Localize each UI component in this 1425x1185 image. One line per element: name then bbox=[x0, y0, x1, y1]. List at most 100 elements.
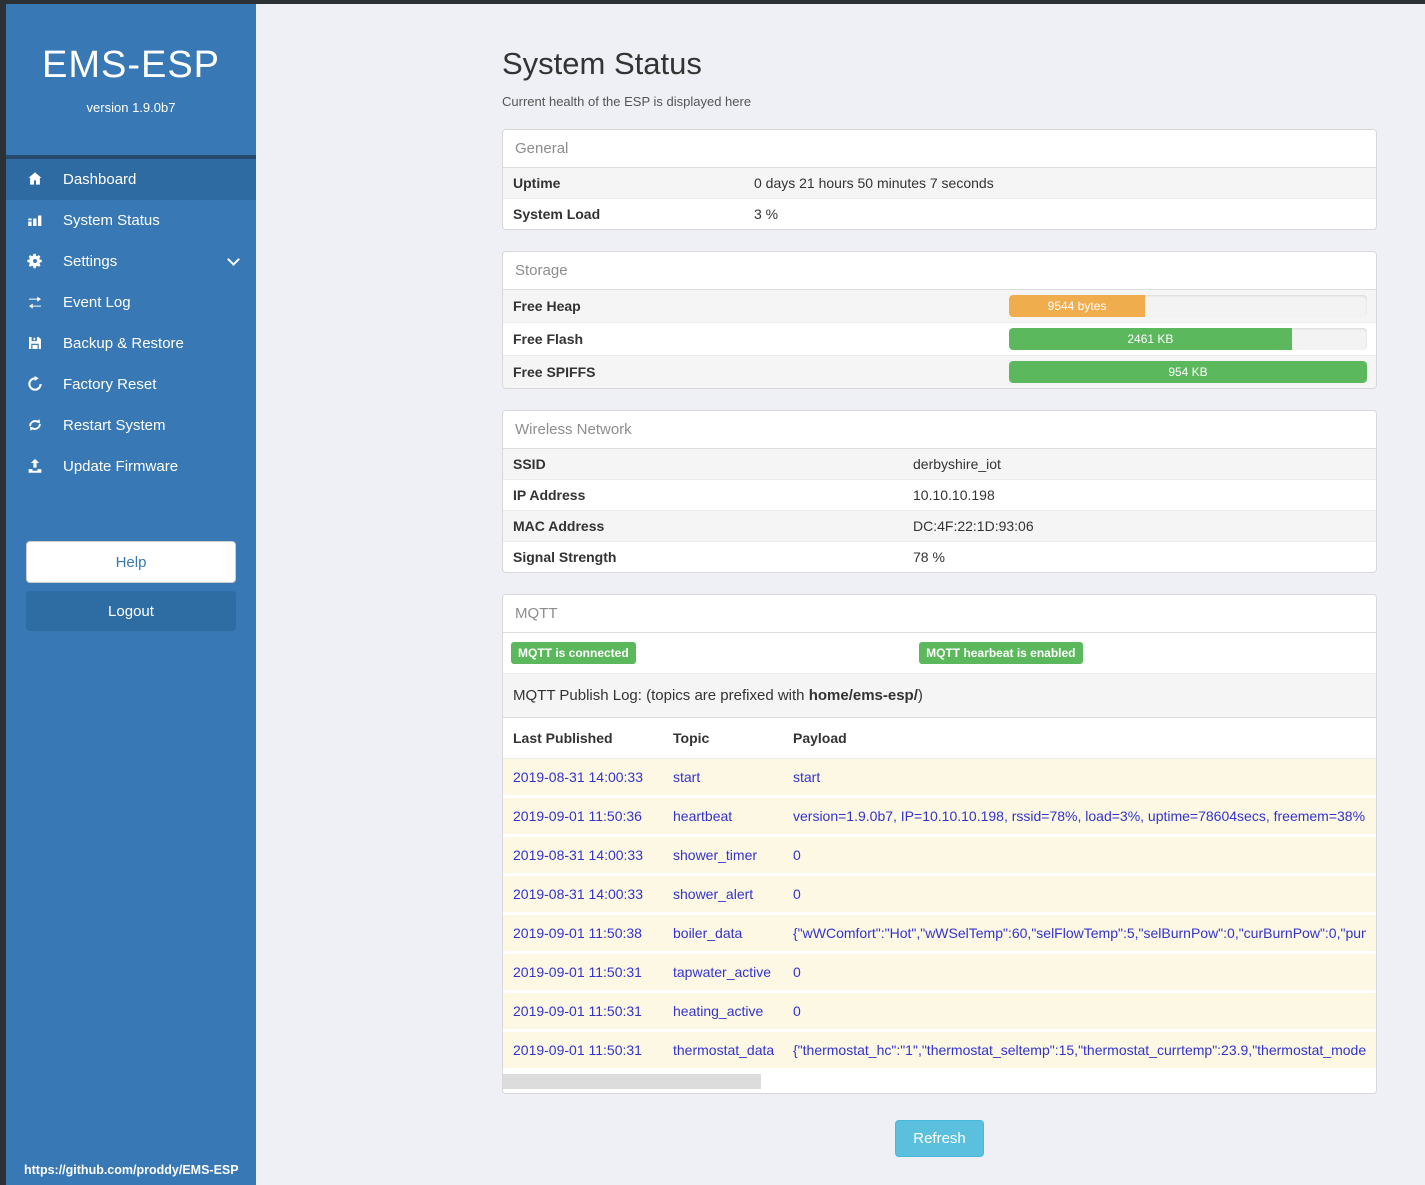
log-timestamp: 2019-09-01 11:50:31 bbox=[513, 1003, 642, 1019]
panel-mqtt-title: MQTT bbox=[503, 595, 1376, 633]
panel-wireless: Wireless Network SSID derbyshire_iot IP … bbox=[502, 410, 1377, 573]
logout-button[interactable]: Logout bbox=[26, 591, 236, 631]
free-flash-progress-bar: 2461 KB bbox=[1009, 328, 1292, 350]
mqtt-publish-log-title: MQTT Publish Log: (topics are prefixed w… bbox=[503, 674, 1376, 718]
log-topic: start bbox=[673, 769, 701, 785]
log-topic: heating_active bbox=[673, 1003, 764, 1019]
free-spiffs-progress-bar: 954 KB bbox=[1009, 361, 1367, 383]
sidebar-item-backup-restore[interactable]: Backup & Restore bbox=[6, 323, 256, 364]
mac-address-label: MAC Address bbox=[513, 518, 605, 534]
log-timestamp: 2019-09-01 11:50:31 bbox=[513, 964, 642, 980]
ip-address-value: 10.10.10.198 bbox=[913, 487, 995, 503]
column-header-topic: Topic bbox=[673, 730, 710, 746]
page-title: System Status bbox=[502, 46, 702, 81]
panel-storage-title: Storage bbox=[503, 252, 1376, 290]
log-timestamp: 2019-08-31 14:00:33 bbox=[513, 769, 643, 785]
sidebar-item-update-firmware[interactable]: Update Firmware bbox=[6, 446, 256, 487]
panel-general: General Uptime 0 days 21 hours 50 minute… bbox=[502, 129, 1377, 230]
horizontal-scrollbar-track[interactable] bbox=[503, 1071, 1376, 1093]
sidebar-item-label: Settings bbox=[63, 253, 118, 270]
log-payload: version=1.9.0b7, IP=10.10.10.198, rssid=… bbox=[793, 808, 1366, 824]
sidebar-item-dashboard[interactable]: Dashboard bbox=[6, 159, 256, 200]
row-system-load: System Load 3 % bbox=[503, 198, 1376, 229]
log-topic: tapwater_active bbox=[673, 964, 772, 980]
free-flash-progress-track: 2461 KB bbox=[1009, 328, 1367, 350]
sidebar-item-label: Event Log bbox=[63, 294, 131, 311]
free-flash-label: Free Flash bbox=[513, 331, 584, 347]
mqtt-log-header-row: Last Published Topic Payload bbox=[503, 718, 1376, 759]
sidebar-buttons: Help Logout bbox=[6, 541, 256, 631]
panel-storage: Storage Free Heap 9544 bytes Free Flash … bbox=[502, 251, 1377, 389]
table-row: 2019-09-01 11:50:38 boiler_data {"wWComf… bbox=[503, 915, 1376, 954]
sidebar: EMS-ESP version 1.9.0b7 Dashboard System… bbox=[6, 4, 256, 1185]
row-ip-address: IP Address 10.10.10.198 bbox=[503, 479, 1376, 510]
row-free-flash: Free Flash 2461 KB bbox=[503, 322, 1376, 355]
save-icon bbox=[26, 334, 46, 354]
sidebar-item-label: System Status bbox=[63, 212, 160, 229]
ssid-value: derbyshire_iot bbox=[913, 456, 1001, 472]
free-spiffs-progress-track: 954 KB bbox=[1009, 361, 1367, 383]
mac-address-value: DC:4F:22:1D:93:06 bbox=[913, 518, 1034, 534]
free-heap-progress-bar: 9544 bytes bbox=[1009, 295, 1146, 317]
log-topic: shower_alert bbox=[673, 886, 754, 902]
log-timestamp: 2019-09-01 11:50:38 bbox=[513, 925, 642, 941]
main-area: System Status Current health of the ESP … bbox=[256, 4, 1425, 1185]
sidebar-item-event-log[interactable]: Event Log bbox=[6, 282, 256, 323]
sidebar-item-restart-system[interactable]: Restart System bbox=[6, 405, 256, 446]
table-row: 2019-09-01 11:50:31 tapwater_active 0 bbox=[503, 954, 1376, 993]
log-timestamp: 2019-08-31 14:00:33 bbox=[513, 847, 643, 863]
mqtt-badges-row: MQTT is connected MQTT hearbeat is enabl… bbox=[503, 633, 1376, 674]
row-ssid: SSID derbyshire_iot bbox=[503, 449, 1376, 479]
refresh-button[interactable]: Refresh bbox=[895, 1120, 984, 1157]
row-free-heap: Free Heap 9544 bytes bbox=[503, 290, 1376, 322]
log-payload: start bbox=[793, 769, 821, 785]
log-topic: boiler_data bbox=[673, 925, 743, 941]
mqtt-heartbeat-badge: MQTT hearbeat is enabled bbox=[919, 642, 1083, 664]
log-timestamp: 2019-08-31 14:00:33 bbox=[513, 886, 643, 902]
reset-icon bbox=[26, 375, 46, 395]
home-icon bbox=[26, 170, 46, 190]
log-title-topic-prefix: home/ems-esp/ bbox=[808, 687, 918, 704]
sidebar-item-label: Update Firmware bbox=[63, 458, 179, 475]
free-heap-progress-track: 9544 bytes bbox=[1009, 295, 1367, 317]
exchange-icon bbox=[26, 293, 46, 313]
column-header-payload: Payload bbox=[793, 730, 847, 746]
log-payload: {"thermostat_hc":"1","thermostat_seltemp… bbox=[793, 1042, 1366, 1058]
log-payload: 0 bbox=[793, 886, 801, 902]
mqtt-connected-badge: MQTT is connected bbox=[511, 642, 636, 664]
gear-icon bbox=[26, 252, 46, 272]
signal-strength-value: 78 % bbox=[913, 549, 945, 565]
row-mac-address: MAC Address DC:4F:22:1D:93:06 bbox=[503, 510, 1376, 541]
log-topic: heartbeat bbox=[673, 808, 733, 824]
help-button[interactable]: Help bbox=[26, 541, 236, 583]
log-topic: thermostat_data bbox=[673, 1042, 775, 1058]
page-subtitle: Current health of the ESP is displayed h… bbox=[502, 94, 752, 109]
log-payload: 0 bbox=[793, 1003, 801, 1019]
sidebar-item-settings[interactable]: Settings bbox=[6, 241, 256, 282]
app-brand: EMS-ESP version 1.9.0b7 bbox=[6, 4, 256, 115]
uptime-label: Uptime bbox=[513, 175, 561, 191]
free-spiffs-label: Free SPIFFS bbox=[513, 364, 596, 380]
app-title: EMS-ESP bbox=[41, 44, 221, 86]
sidebar-item-label: Factory Reset bbox=[63, 376, 157, 393]
log-timestamp: 2019-09-01 11:50:31 bbox=[513, 1042, 642, 1058]
horizontal-scrollbar-thumb[interactable] bbox=[503, 1074, 761, 1089]
system-load-value: 3 % bbox=[754, 206, 779, 222]
chevron-down-icon bbox=[227, 252, 240, 266]
sidebar-item-label: Restart System bbox=[63, 417, 166, 434]
column-header-last-published: Last Published bbox=[513, 730, 613, 746]
upload-icon bbox=[26, 457, 46, 477]
signal-strength-label: Signal Strength bbox=[513, 549, 617, 565]
table-row: 2019-09-01 11:50:31 heating_active 0 bbox=[503, 993, 1376, 1032]
sidebar-item-label: Dashboard bbox=[63, 171, 137, 188]
sidebar-item-system-status[interactable]: System Status bbox=[6, 200, 256, 241]
table-row: 2019-08-31 14:00:33 shower_alert 0 bbox=[503, 876, 1376, 915]
table-row: 2019-09-01 11:50:36 heartbeat version=1.… bbox=[503, 798, 1376, 837]
chart-icon bbox=[26, 211, 46, 231]
sidebar-item-factory-reset[interactable]: Factory Reset bbox=[6, 364, 256, 405]
row-uptime: Uptime 0 days 21 hours 50 minutes 7 seco… bbox=[503, 168, 1376, 198]
github-link[interactable]: https://github.com/proddy/EMS-ESP bbox=[24, 1163, 239, 1177]
log-title-prefix: MQTT Publish Log: (topics are prefixed w… bbox=[513, 687, 809, 704]
sync-icon bbox=[26, 416, 46, 436]
panel-general-title: General bbox=[503, 130, 1376, 168]
